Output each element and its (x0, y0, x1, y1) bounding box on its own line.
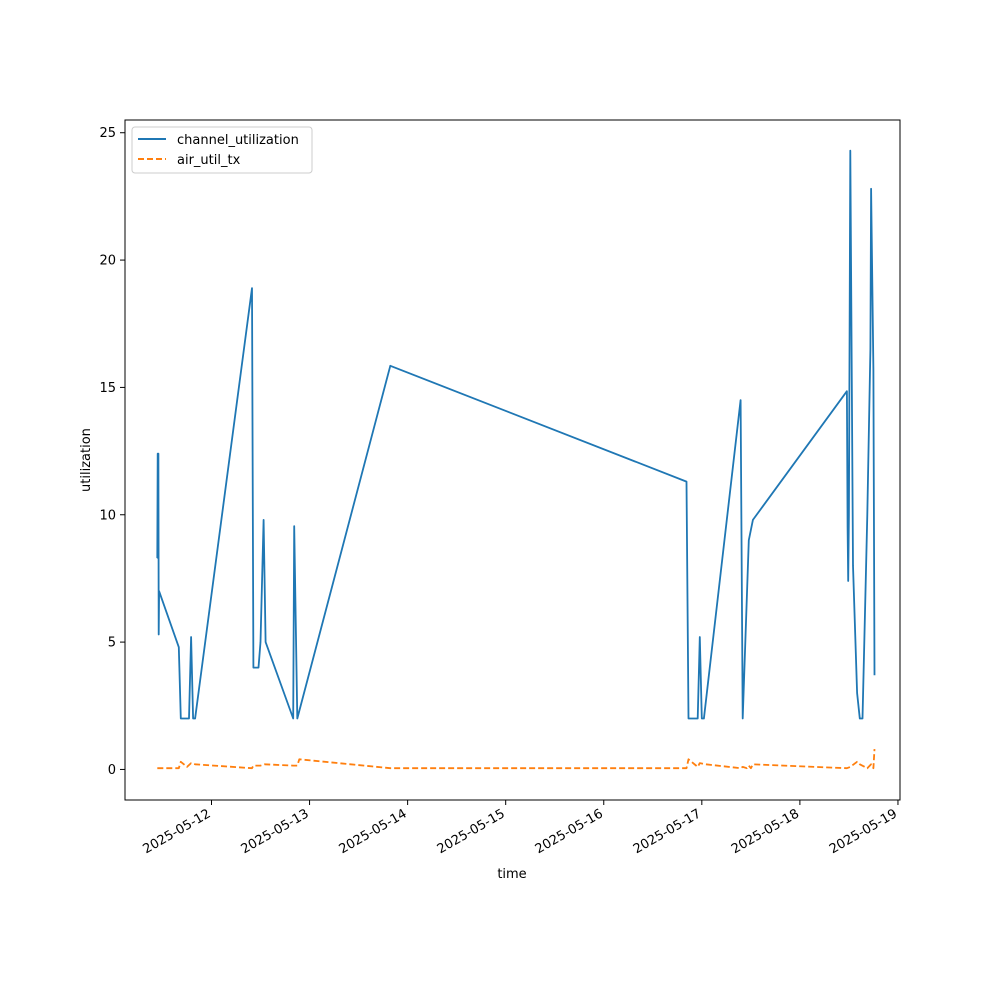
y-tick-label: 10 (99, 508, 116, 523)
y-tick-label: 25 (99, 126, 116, 141)
x-axis-label: time (497, 867, 526, 882)
legend-frame (131, 126, 313, 174)
series-layer (156, 149, 876, 770)
y-tick-label: 0 (108, 763, 116, 778)
legend-label-air-util-tx: air_util_tx (177, 153, 241, 168)
series-line-channel-utilization (156, 149, 876, 720)
y-axis-label: utilization (79, 428, 94, 492)
y-tick-label: 15 (99, 381, 116, 396)
y-axis: 0 5 10 15 20 25 (99, 126, 125, 778)
y-tick-label: 20 (99, 254, 116, 269)
plot-area (124, 119, 901, 801)
series-line-air-util-tx (157, 749, 876, 770)
legend: channel_utilization air_util_tx (131, 126, 313, 174)
y-tick-label: 5 (108, 636, 116, 651)
plot-frame (124, 119, 901, 801)
legend-label-channel-utilization: channel_utilization (177, 133, 299, 148)
